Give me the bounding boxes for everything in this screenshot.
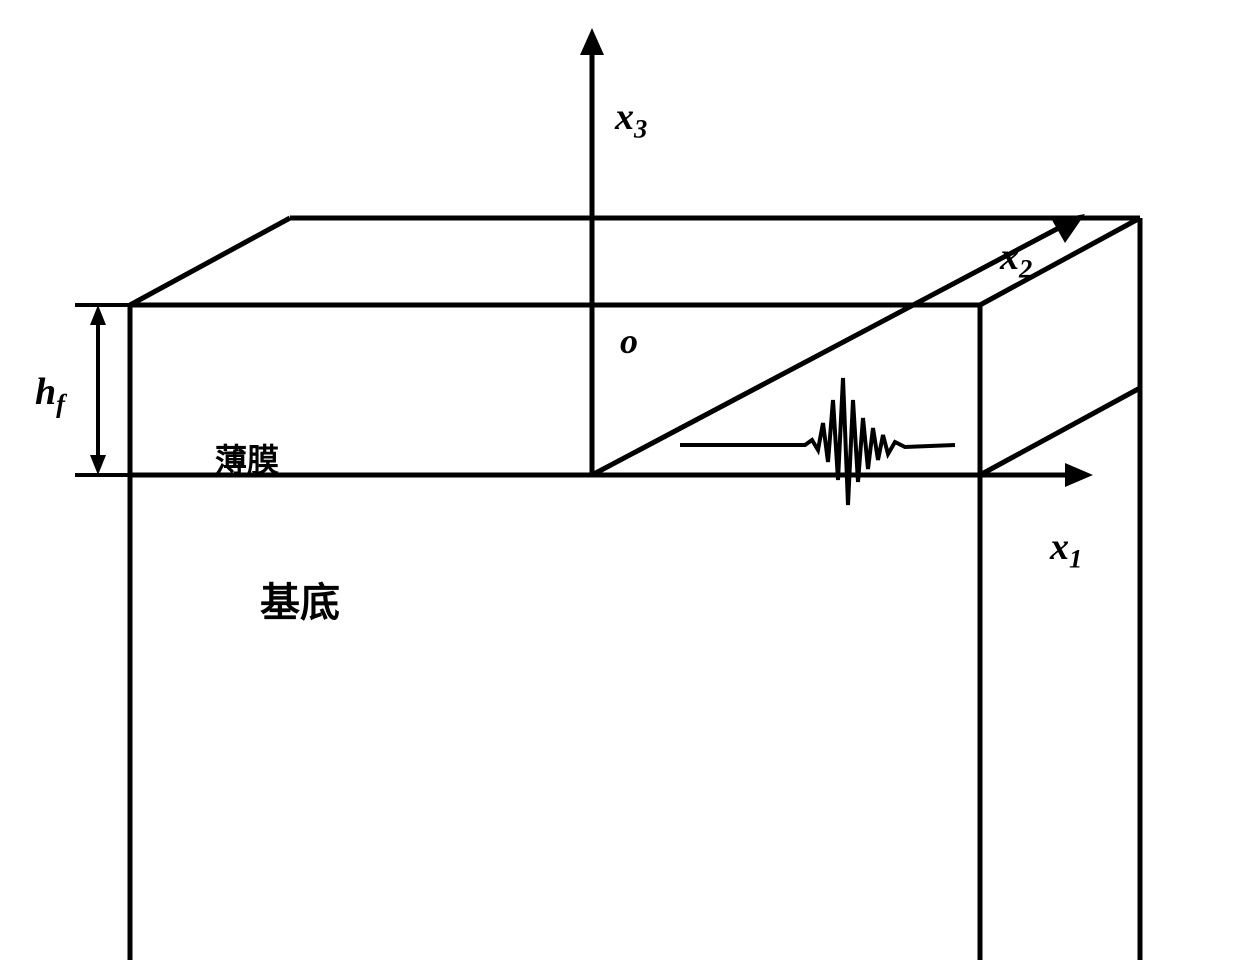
- x1-axis: [592, 463, 1093, 487]
- hf-label: hf: [35, 370, 65, 420]
- film-top-face: [130, 218, 1140, 305]
- x3-label: x3: [615, 95, 647, 145]
- diagram-svg: [0, 0, 1240, 972]
- origin-label: o: [620, 320, 638, 362]
- x1-label: x1: [1050, 525, 1082, 575]
- x2-label: x2: [1000, 235, 1032, 285]
- film-label: 薄膜: [215, 435, 279, 481]
- thickness-indicator: [75, 305, 130, 475]
- x3-axis: [580, 28, 604, 475]
- wave-signal: [680, 378, 955, 505]
- diagram-root: x3 x2 x1 o hf 薄膜 基底: [0, 0, 1240, 972]
- substrate-label: 基底: [260, 570, 340, 628]
